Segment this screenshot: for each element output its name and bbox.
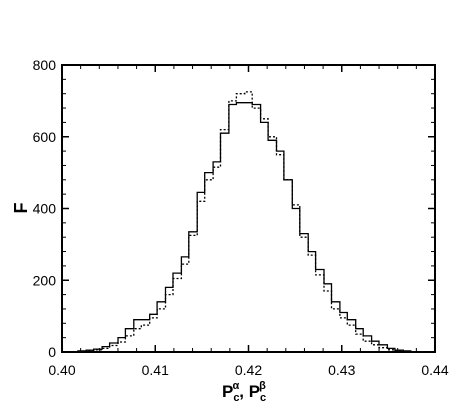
x-tick-label: 0.41 [142, 362, 169, 378]
plot-frame [61, 64, 436, 353]
y-axis-title: F [11, 203, 31, 214]
y-tick-label: 0 [48, 344, 56, 360]
y-tick-label: 800 [33, 57, 57, 73]
x-tick-label: 0.43 [328, 362, 355, 378]
x-tick-label: 0.40 [48, 362, 75, 378]
y-axis: 0 200 400 600 800 [33, 57, 435, 360]
x-axis: 0.40 0.41 0.42 0.43 0.44 [48, 65, 449, 378]
series-layer [62, 91, 435, 353]
x-axis-title: Pcα, Pcβ [222, 380, 266, 404]
y-tick-label: 400 [33, 201, 57, 217]
series-1-solid-line [62, 102, 435, 353]
x-tick-label: 0.42 [235, 362, 262, 378]
x-tick-label: 0.44 [421, 362, 448, 378]
y-tick-label: 200 [33, 272, 57, 288]
y-tick-label: 600 [33, 129, 57, 145]
series-2-dotted-line [62, 91, 435, 353]
